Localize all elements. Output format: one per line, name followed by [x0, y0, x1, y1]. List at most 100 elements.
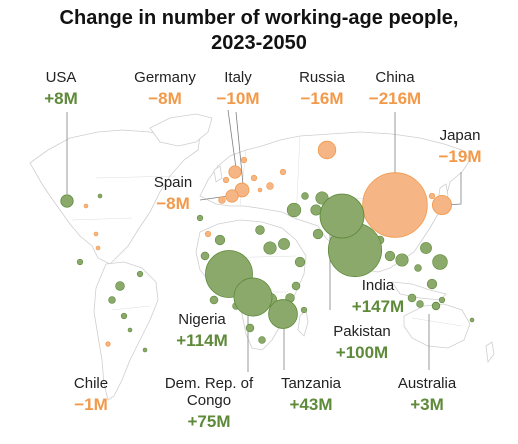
label-name-russia: Russia — [299, 69, 346, 86]
bubble-minor — [279, 168, 287, 176]
bubble-minor — [222, 176, 230, 184]
bubble-minor — [301, 192, 309, 200]
bubble-minor — [291, 281, 301, 291]
label-value-australia: +3M — [410, 395, 444, 414]
bubble-minor — [200, 251, 210, 261]
bubble-japan — [432, 195, 452, 215]
bubble-australia — [431, 301, 441, 311]
label-value-dem-rep-of-congo: +75M — [188, 412, 231, 431]
label-value-russia: −16M — [301, 89, 344, 108]
bubble-minor — [407, 293, 417, 303]
label-name-italy: Italy — [224, 69, 252, 86]
bubble-minor — [294, 256, 306, 268]
bubble-minor — [469, 317, 475, 323]
bubble-minor — [300, 306, 308, 314]
bubble-dem-rep-of-congo — [233, 277, 273, 317]
border-line — [411, 317, 463, 327]
label-name-india: India — [362, 277, 395, 294]
bubble-minor — [108, 296, 116, 304]
landmass-new-zealand — [485, 341, 495, 364]
bubble-minor — [263, 241, 277, 255]
leader-italy — [235, 111, 244, 185]
bubble-china — [362, 172, 428, 238]
bubble-minor — [312, 228, 324, 240]
label-name-dem-rep-of-congo-0: Dem. Rep. of — [165, 375, 254, 392]
label-name-china: China — [375, 69, 415, 86]
label-name-japan: Japan — [440, 127, 481, 144]
bubble-minor — [218, 196, 226, 204]
label-value-china: −216M — [369, 89, 421, 108]
bubble-minor — [315, 191, 329, 205]
bubble-minor — [196, 214, 204, 222]
bubble-minor — [115, 281, 125, 291]
bubble-minor — [142, 347, 148, 353]
bubble-tanzania — [268, 299, 298, 329]
border-line — [71, 217, 133, 221]
landmass-madagascar — [297, 309, 309, 337]
label-value-spain: −8M — [156, 194, 190, 213]
bubble-pakistan — [319, 193, 365, 239]
bubble-minor — [414, 264, 422, 272]
bubble-minor — [428, 192, 436, 200]
bubble-minor — [266, 182, 274, 190]
bubble-minor — [255, 225, 265, 235]
bubble-minor — [127, 327, 133, 333]
label-value-chile: −1M — [74, 395, 108, 414]
bubble-germany — [228, 165, 242, 179]
bubbles — [60, 140, 475, 353]
label-name-tanzania: Tanzania — [281, 375, 342, 392]
label-name-dem-rep-of-congo-1: Congo — [187, 392, 231, 409]
bubble-minor — [76, 258, 84, 266]
label-value-italy: −10M — [217, 89, 260, 108]
landmass-australia — [403, 303, 471, 349]
bubble-italy — [234, 182, 250, 198]
bubble-minor — [83, 203, 89, 209]
bubble-russia — [317, 140, 337, 160]
label-name-nigeria: Nigeria — [178, 311, 226, 328]
bubble-minor — [395, 253, 409, 267]
bubble-minor — [416, 300, 424, 308]
border-line — [111, 305, 151, 311]
bubble-minor — [432, 254, 448, 270]
label-name-usa: USA — [46, 69, 77, 86]
landmass-greenland — [149, 113, 213, 147]
label-name-australia: Australia — [398, 375, 457, 392]
label-value-germany: −8M — [148, 89, 182, 108]
bubble-minor — [426, 278, 438, 290]
bubble-minor — [120, 312, 128, 320]
landmass-north-america — [29, 129, 201, 265]
label-value-india: +147M — [352, 297, 404, 316]
label-name-germany: Germany — [134, 69, 196, 86]
label-value-tanzania: +43M — [290, 395, 333, 414]
border-line — [95, 175, 177, 179]
landmass-south-america — [93, 261, 159, 401]
bubble-minor — [204, 230, 212, 238]
bubble-minor — [214, 234, 226, 246]
label-name-pakistan: Pakistan — [333, 323, 391, 340]
chart-title-line-1: Change in number of working-age people, — [60, 7, 459, 29]
landmass-indonesia — [391, 281, 447, 301]
label-value-nigeria: +114M — [176, 331, 228, 350]
bubble-minor — [250, 174, 258, 182]
bubble-minor — [245, 323, 255, 333]
landmass-uk — [213, 165, 223, 183]
bubble-spain — [225, 189, 239, 203]
label-value-japan: −19M — [439, 147, 482, 166]
label-name-spain: Spain — [154, 174, 192, 191]
bubble-minor — [286, 202, 302, 218]
label-value-pakistan: +100M — [336, 343, 388, 362]
label-name-chile: Chile — [74, 375, 108, 392]
bubble-usa — [60, 194, 74, 208]
label-value-usa: +8M — [44, 89, 78, 108]
bubble-minor — [136, 270, 144, 278]
bubble-minor — [258, 336, 266, 344]
bubble-minor — [420, 242, 432, 254]
bubble-minor — [278, 238, 290, 250]
bubble-minor — [97, 193, 103, 199]
bubble-minor — [209, 295, 219, 305]
bubble-chile — [105, 341, 111, 347]
chart-title-line-2: 2023-2050 — [211, 32, 307, 54]
bubble-minor — [384, 250, 396, 262]
labels: USA +8M Germany −8M Italy −10M Russia −16M China… — [44, 69, 481, 431]
